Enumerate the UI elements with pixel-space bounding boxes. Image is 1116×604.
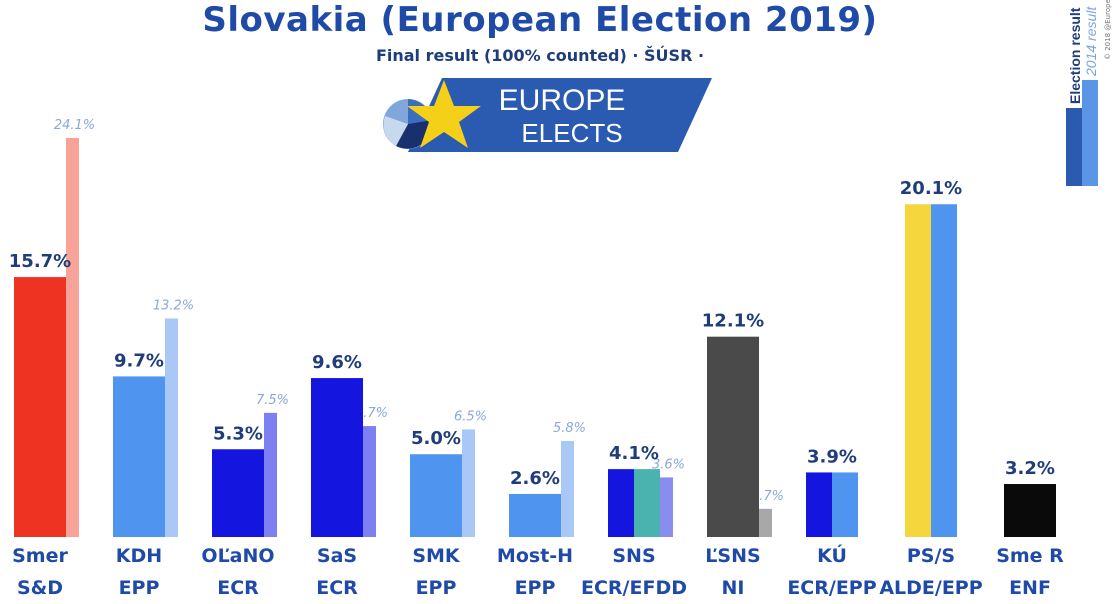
group-label: NI	[722, 577, 745, 599]
election-result-bar	[806, 472, 832, 537]
previous-result-label: 1.7%	[751, 489, 784, 504]
previous-result-bar	[66, 138, 79, 537]
legend: Election result 2014 result	[1066, 6, 1099, 186]
previous-result-bar	[561, 440, 574, 537]
group-label: ECR	[217, 577, 259, 599]
party-label: KÚ	[817, 543, 847, 567]
previous-result-bar	[462, 429, 475, 537]
legend-previous-swatch	[1082, 80, 1098, 186]
previous-result-label: 3.6%	[652, 457, 685, 472]
election-result-bar	[905, 204, 931, 537]
party-label: ĽSNS	[705, 545, 760, 567]
previous-result-bar	[264, 412, 277, 537]
group-label: ALDE/EPP	[879, 577, 982, 599]
election-result-bar-secondary	[931, 204, 957, 537]
brand-line1: EUROPE	[499, 84, 626, 117]
previous-result-label: 24.1%	[54, 118, 95, 133]
election-result-bar	[410, 454, 462, 537]
group-label: EPP	[119, 577, 160, 599]
europe-elects-logo-graphic: EUROPE ELECTS	[383, 78, 712, 152]
party-label: OĽaNO	[201, 545, 274, 567]
election-result-label: 3.2%	[1005, 458, 1055, 479]
election-result-label: 5.3%	[213, 423, 263, 444]
party-label: Most-H	[497, 545, 573, 567]
europe-elects-logo: EUROPE ELECTS	[382, 76, 712, 154]
group-label: ECR/EPP	[787, 577, 876, 599]
election-result-bar	[608, 469, 634, 537]
group-label: EPP	[515, 577, 556, 599]
party-label: SNS	[612, 545, 655, 567]
election-result-label: 20.1%	[900, 178, 962, 199]
group-label: ECR	[316, 577, 358, 599]
election-result-bar	[1004, 484, 1056, 537]
group-label: EPP	[416, 577, 457, 599]
legend-previous-label: 2014 result	[1083, 6, 1099, 77]
election-result-label: 9.6%	[312, 352, 362, 373]
party-label: PS/S	[907, 545, 955, 567]
chart-subtitle: Final result (100% counted) · ŠÚSR ·	[375, 46, 705, 65]
election-result-label: 15.7%	[9, 251, 71, 272]
election-result-label: 12.1%	[702, 311, 764, 332]
legend-current-swatch	[1066, 108, 1082, 186]
group-label: S&D	[17, 577, 63, 599]
election-result-bar	[509, 493, 561, 537]
group-label: ECR/EFDD	[581, 577, 687, 599]
election-result-label: 5.0%	[411, 428, 461, 449]
election-result-label: 9.7%	[114, 350, 164, 371]
election-result-bar	[707, 336, 759, 537]
party-label: SMK	[412, 545, 461, 567]
party-label: KDH	[116, 545, 162, 567]
election-result-bar	[14, 277, 66, 537]
election-result-bar	[311, 378, 363, 537]
election-result-bar-secondary	[634, 469, 660, 537]
election-result-label: 4.1%	[609, 443, 659, 464]
group-label: ENF	[1009, 577, 1051, 599]
chart-title: Slovakia (European Election 2019)	[202, 0, 878, 40]
previous-result-label: 7.5%	[256, 393, 289, 408]
previous-result-label: 5.8%	[553, 421, 586, 436]
brand-line2: ELECTS	[521, 118, 622, 148]
election-result-bar-secondary	[832, 472, 858, 537]
previous-result-bar	[363, 426, 376, 537]
legend-current-label: Election result	[1067, 7, 1083, 104]
party-label: Smer	[12, 545, 68, 567]
election-result-label: 2.6%	[510, 468, 560, 489]
election-result-bar	[212, 449, 264, 537]
election-result-label: 3.9%	[807, 446, 857, 467]
election-result-bar	[113, 376, 165, 537]
party-label: Sme R	[996, 545, 1064, 567]
previous-result-label: 13.2%	[153, 298, 194, 313]
previous-result-bar	[165, 318, 178, 537]
previous-result-label: 6.7%	[355, 406, 388, 421]
previous-result-bar	[660, 477, 673, 537]
party-label: SaS	[317, 545, 357, 567]
previous-result-label: 6.5%	[454, 409, 487, 424]
previous-result-bar	[759, 508, 772, 537]
